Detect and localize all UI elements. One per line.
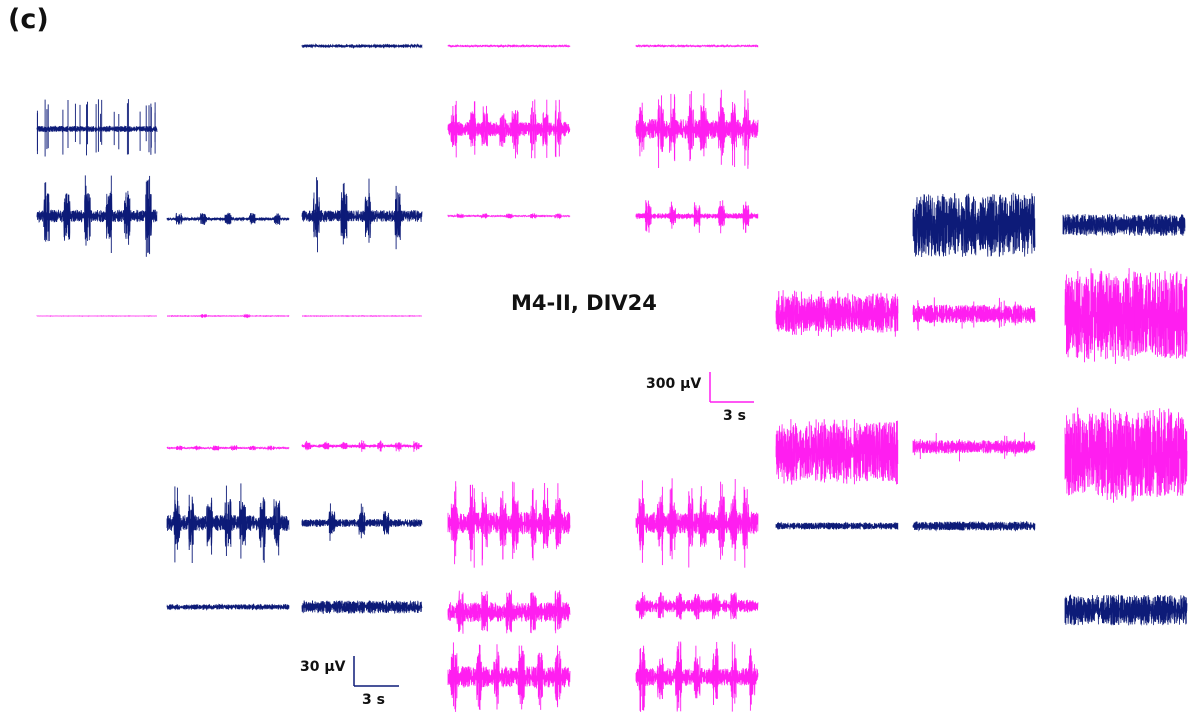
trace-t33: [447, 590, 571, 634]
trace-t23: [166, 444, 290, 452]
trace-t27: [447, 496, 571, 550]
trace-t10: [447, 212, 571, 220]
trace-t37: [635, 655, 759, 699]
trace-t34: [635, 592, 759, 620]
trace-t21: [912, 440, 1036, 454]
recording-label: M4-II, DIV24: [511, 291, 657, 315]
trace-t11: [635, 205, 759, 227]
trace-t01: [301, 42, 423, 49]
trace-t36: [447, 653, 571, 701]
trace-t09: [301, 192, 423, 241]
panel-letter: (c): [8, 4, 49, 35]
trace-t20: [1064, 411, 1188, 499]
trace-t05: [447, 111, 571, 148]
trace-t13: [1062, 213, 1186, 237]
trace-t32: [301, 600, 423, 615]
trace-t12: [912, 192, 1036, 258]
trace-t03: [635, 43, 759, 48]
trace-t31: [166, 603, 290, 611]
trace-t25: [166, 499, 290, 548]
magenta-scale-voltage-label: 300 µV: [646, 376, 702, 392]
trace-t08: [166, 212, 290, 226]
trace-t04: [36, 125, 158, 134]
trace-t06: [635, 105, 759, 153]
trace-t26: [301, 511, 423, 535]
navy-scale-time-label: 3 s: [362, 692, 385, 708]
trace-t15: [167, 313, 290, 319]
trace-t29: [775, 521, 899, 531]
magenta-scale-time-label: 3 s: [723, 408, 746, 424]
trace-t02: [447, 43, 571, 49]
trace-t30: [912, 520, 1036, 532]
navy-scale-voltage-label: 30 µV: [300, 659, 346, 675]
trace-t07: [36, 190, 158, 242]
trace-t35: [1064, 594, 1188, 626]
trace-t28: [635, 496, 759, 551]
